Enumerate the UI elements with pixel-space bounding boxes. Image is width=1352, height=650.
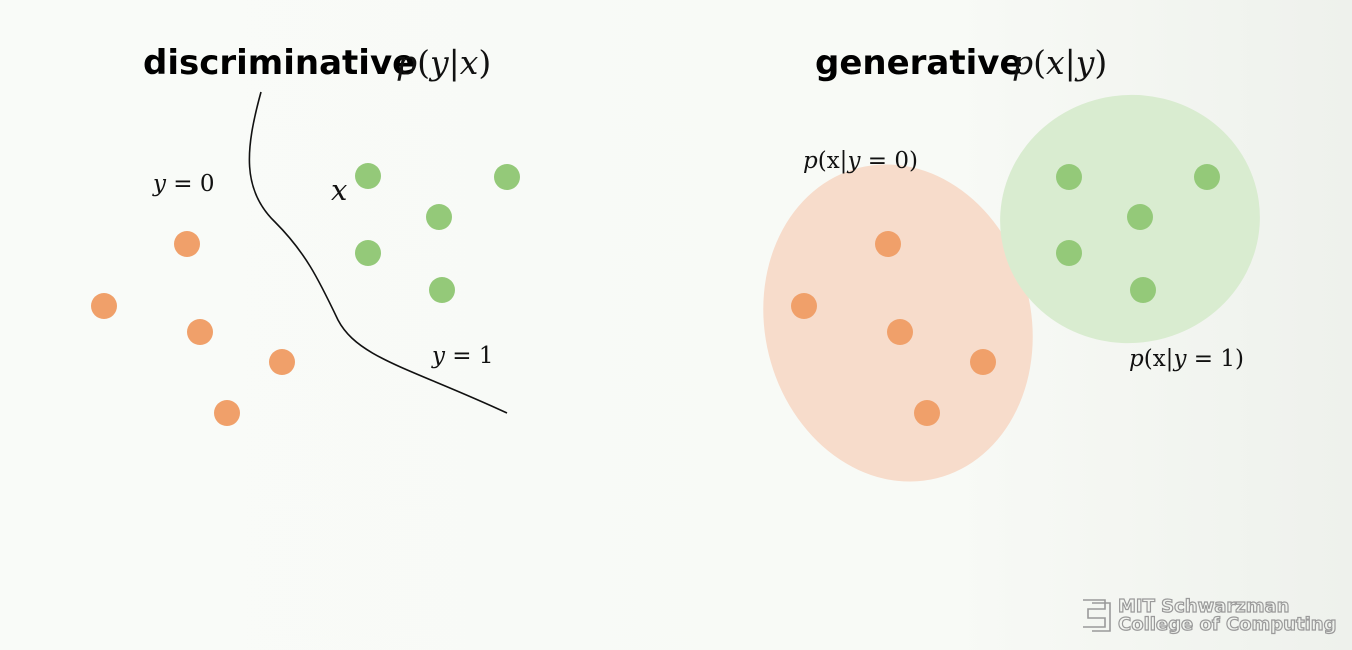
class0-point [214,400,240,426]
class1-point [1130,277,1156,303]
discriminative-panel: discriminative p(y|x) y = 0 y = 1 x [91,43,520,426]
mit-logo: MIT Schwarzman College of Computing [1083,595,1337,636]
class1-point [355,163,381,189]
class0-point [91,293,117,319]
class0-point [791,293,817,319]
label-x: x [331,173,347,207]
class0-point [914,400,940,426]
class0-point [174,231,200,257]
class1-point [429,277,455,303]
class1-point [494,164,520,190]
mit-logo-icon [1083,599,1111,632]
class1-points [1056,164,1220,303]
discriminative-title: discriminative [143,43,415,83]
class0-point [875,231,901,257]
class0-points [91,231,295,426]
generative-formula: p(x|y) [1012,43,1107,82]
class1-point [1194,164,1220,190]
class0-point [970,349,996,375]
class1-point [1056,164,1082,190]
generative-panel: generative p(x|y) p(x|y = 0) p(x|y = 1) [763,43,1260,482]
label-p-x-given-y1: p(x|y = 1) [1129,346,1244,372]
decision-boundary [248,91,508,414]
logo-line2: College of Computing [1118,614,1336,635]
class1-point [1056,240,1082,266]
label-p-x-given-y0: p(x|y = 0) [803,148,918,174]
class0-point [887,319,913,345]
discriminative-formula: p(y|x) [396,43,491,82]
label-y-equals-1: y = 1 [431,343,494,369]
class1-point [355,240,381,266]
class1-points [355,163,520,303]
generative-title: generative [815,43,1023,83]
logo-line1: MIT Schwarzman [1118,596,1289,617]
class0-point [187,319,213,345]
class1-point [1127,204,1153,230]
class0-points [791,231,996,426]
class1-point [426,204,452,230]
label-y-equals-0: y = 0 [152,171,215,197]
class0-point [269,349,295,375]
